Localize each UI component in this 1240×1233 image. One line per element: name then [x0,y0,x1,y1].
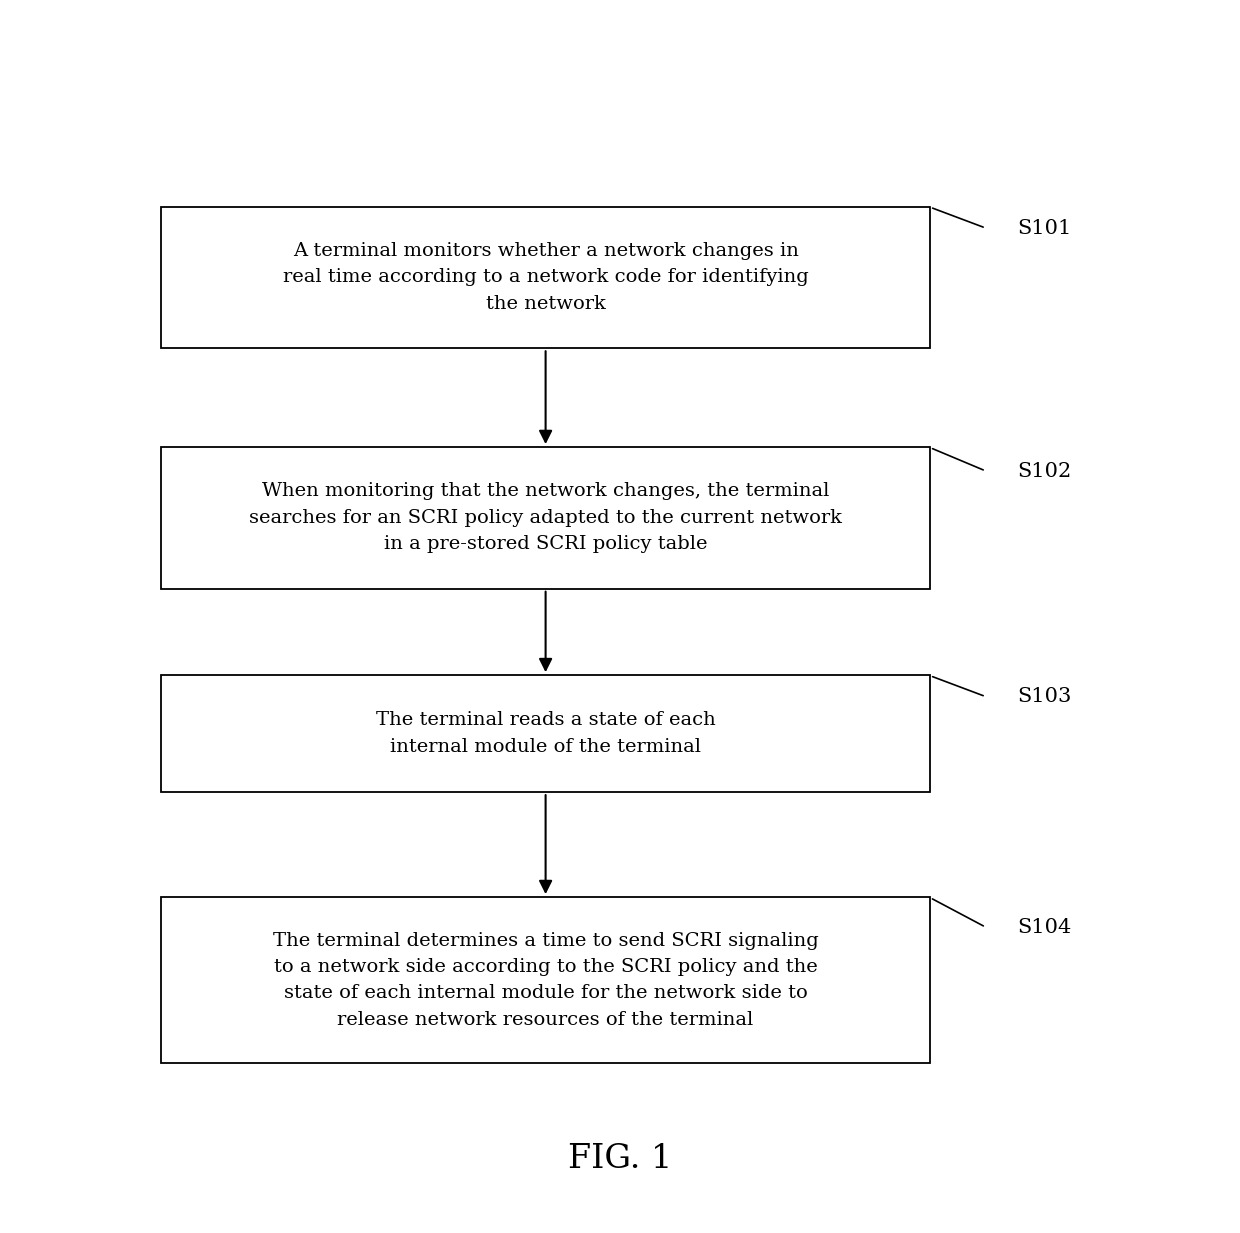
Text: When monitoring that the network changes, the terminal
searches for an SCRI poli: When monitoring that the network changes… [249,482,842,554]
Text: S104: S104 [1017,917,1071,937]
Text: A terminal monitors whether a network changes in
real time according to a networ: A terminal monitors whether a network ch… [283,242,808,313]
Text: FIG. 1: FIG. 1 [568,1143,672,1175]
Text: S103: S103 [1017,687,1071,707]
Text: S102: S102 [1017,461,1071,481]
FancyBboxPatch shape [161,206,930,348]
FancyBboxPatch shape [161,448,930,589]
FancyBboxPatch shape [161,898,930,1063]
Text: S101: S101 [1017,218,1071,238]
FancyBboxPatch shape [161,676,930,792]
Text: The terminal reads a state of each
internal module of the terminal: The terminal reads a state of each inter… [376,711,715,756]
Text: The terminal determines a time to send SCRI signaling
to a network side accordin: The terminal determines a time to send S… [273,932,818,1028]
